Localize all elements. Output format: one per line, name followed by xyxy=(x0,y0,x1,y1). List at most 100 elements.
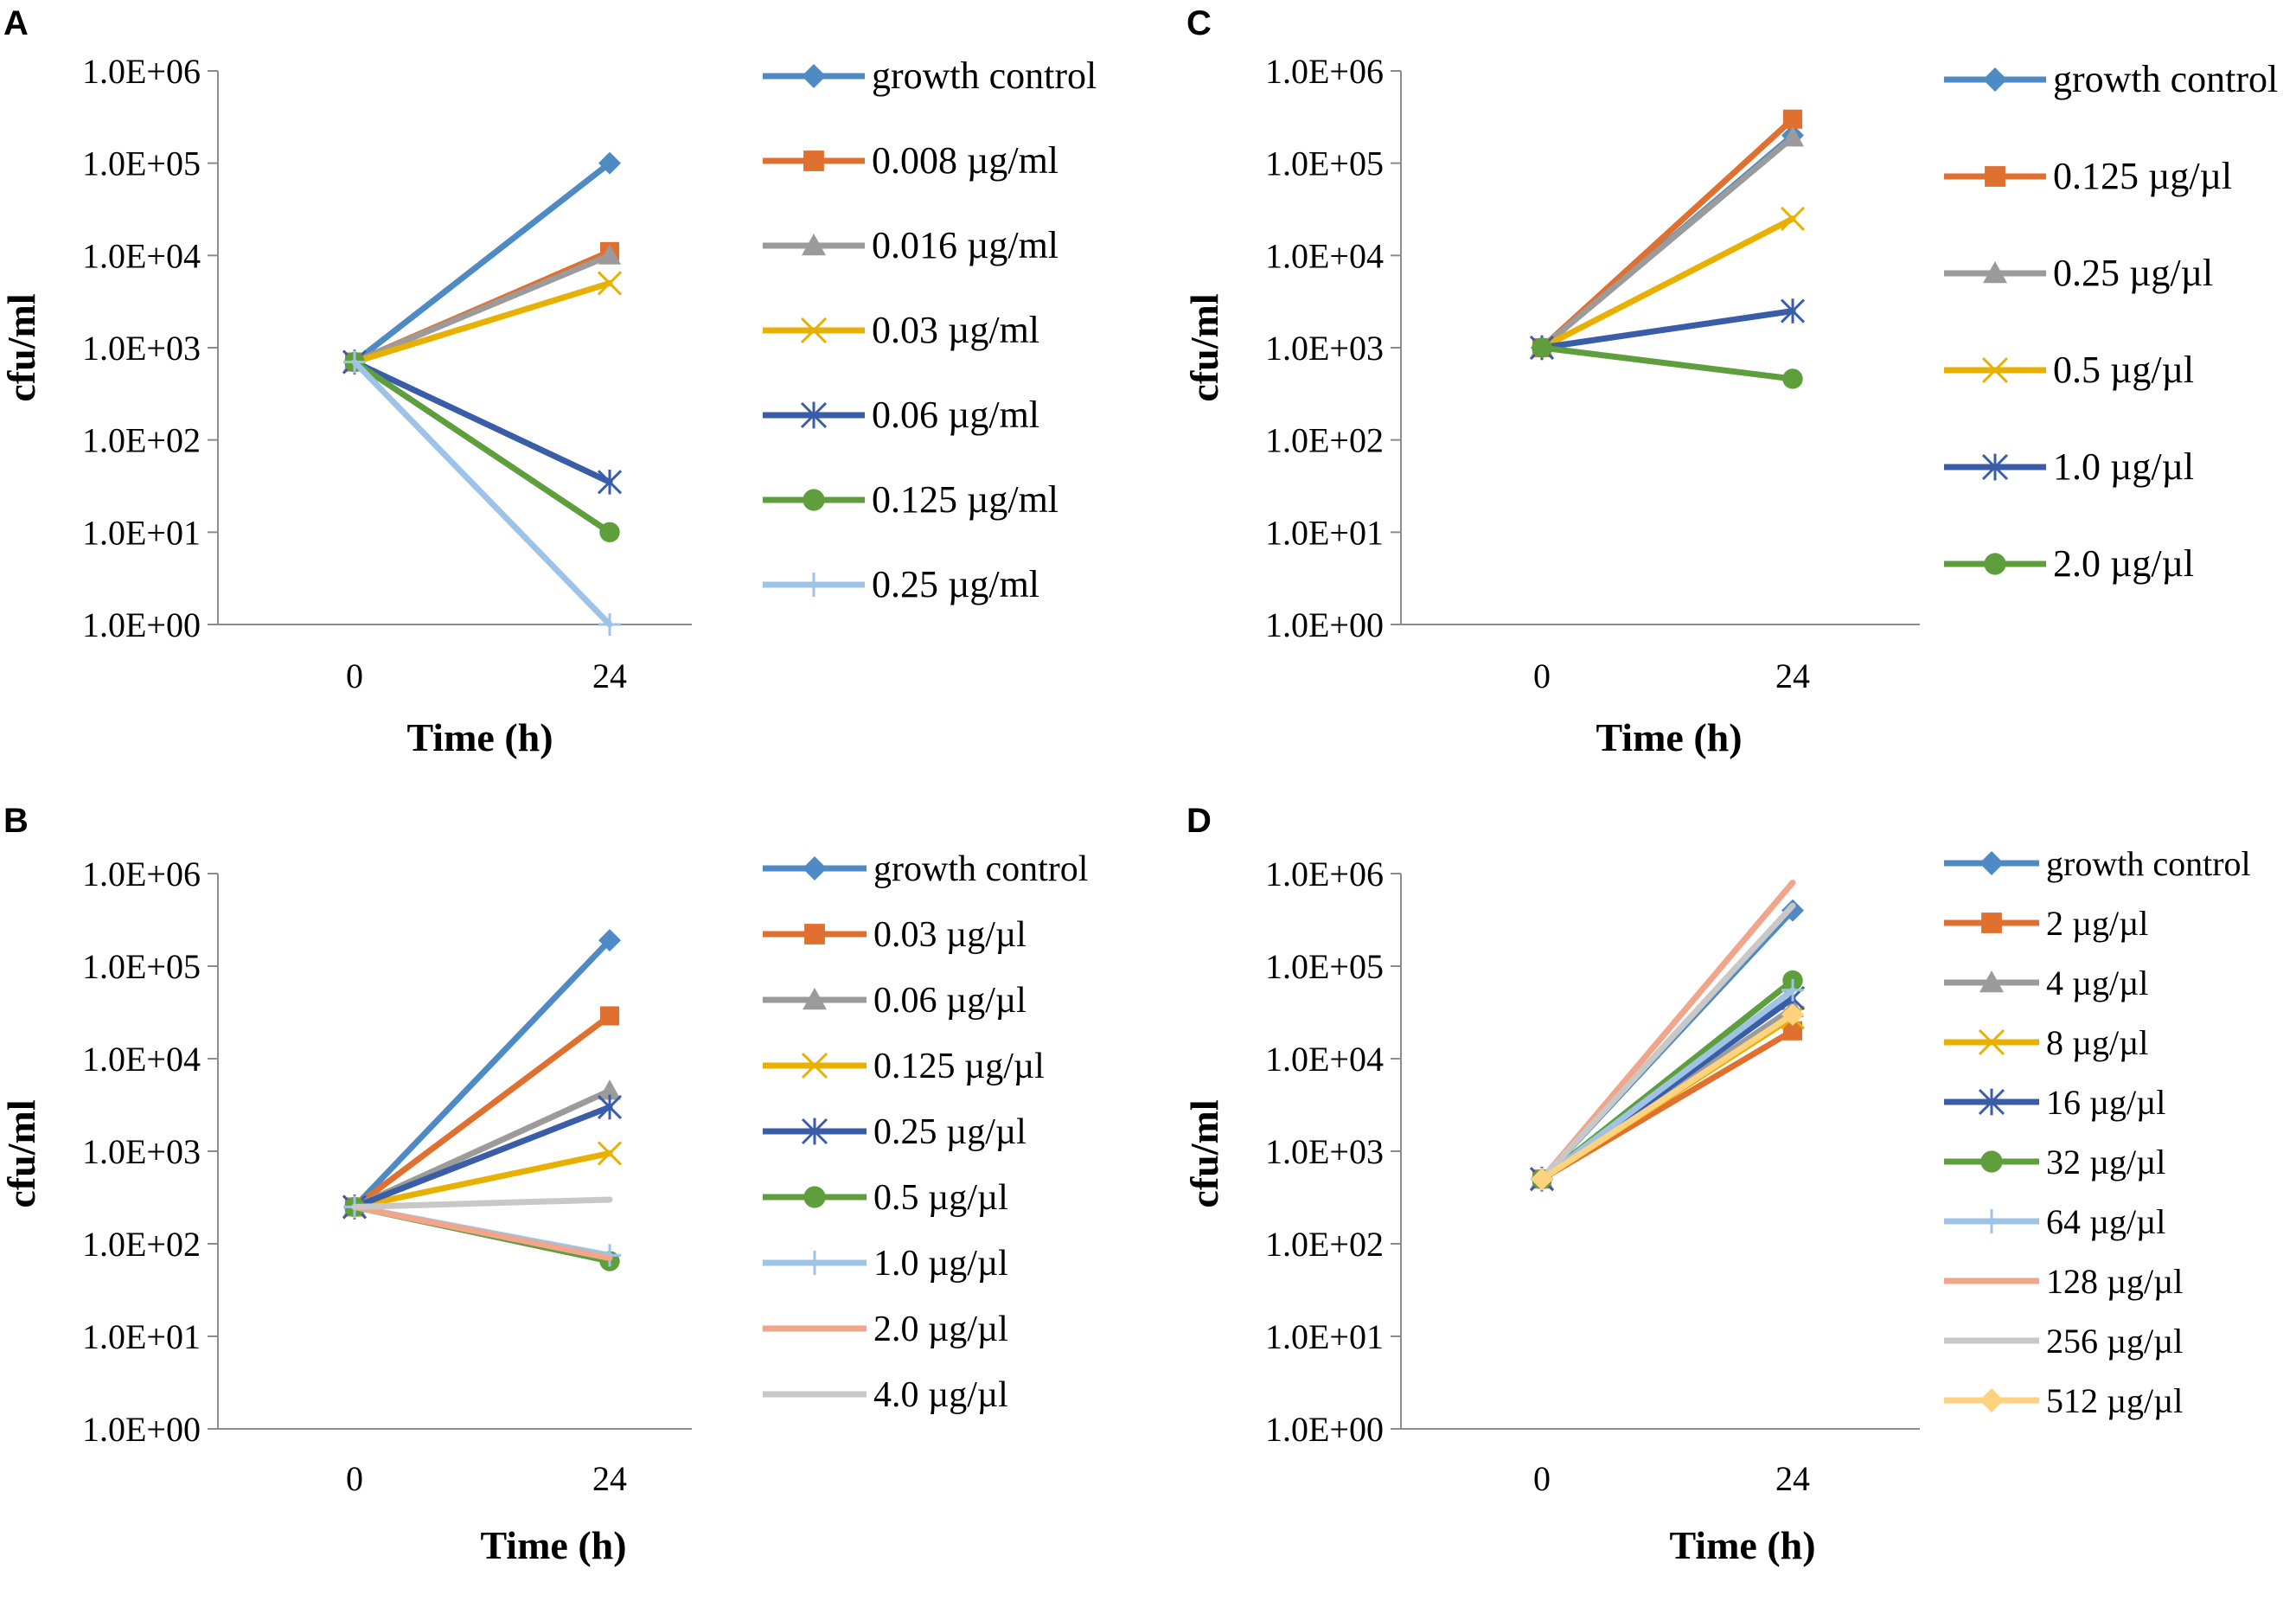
y-tick-label: 1.0E+04 xyxy=(1265,1040,1384,1079)
y-axis-title: cfu/ml xyxy=(0,293,43,401)
legend-item: 2 µg/µl xyxy=(1944,904,2148,943)
legend-marker xyxy=(1983,261,2007,284)
series-6 xyxy=(344,351,620,543)
series-line xyxy=(351,252,613,366)
data-point xyxy=(1531,1168,1553,1191)
legend-label: 0.25 µg/ml xyxy=(872,563,1039,605)
y-tick-label: 1.0E+00 xyxy=(1265,1410,1384,1449)
legend-item: 0.125 µg/µl xyxy=(763,1047,1045,1086)
legend-marker xyxy=(802,64,826,88)
data-point xyxy=(598,244,621,265)
panel-label: D xyxy=(1186,802,1212,840)
legend-label: 1.0 µg/µl xyxy=(2053,445,2194,488)
x-tick-label: 24 xyxy=(592,1459,627,1498)
y-tick-label: 1.0E+06 xyxy=(1265,52,1384,91)
series-line xyxy=(351,160,613,366)
legend-marker xyxy=(802,234,826,256)
legend-marker xyxy=(803,150,824,171)
legend: growth control 0.03 µg/µl 0.06 µg/µl 0.125 … xyxy=(763,849,1088,1415)
legend-item: 1.0 µg/µl xyxy=(1944,445,2194,488)
legend-marker xyxy=(801,1117,828,1145)
y-tick-label: 1.0E+01 xyxy=(82,513,201,552)
legend-label: 0.03 µg/µl xyxy=(873,915,1026,955)
legend-item: 16 µg/µl xyxy=(1944,1083,2165,1122)
data-point xyxy=(1781,1002,1804,1026)
legend-item: 8 µg/µl xyxy=(1944,1023,2148,1062)
legend-item: 256 µg/µl xyxy=(1944,1322,2183,1361)
legend-marker xyxy=(1980,1150,2003,1173)
legend-item: 4.0 µg/µl xyxy=(763,1375,1008,1415)
legend-label: 0.125 µg/µl xyxy=(2053,155,2232,197)
data-point xyxy=(1782,1021,1803,1041)
y-tick-label: 1.0E+05 xyxy=(82,947,201,986)
y-tick-label: 1.0E+04 xyxy=(82,1040,201,1079)
series-line xyxy=(1538,902,1796,1182)
legend-item: 0.03 µg/µl xyxy=(763,915,1026,955)
x-tick-label: 0 xyxy=(1533,1459,1551,1498)
legend-marker xyxy=(801,1052,828,1079)
legend-label: 2.0 µg/µl xyxy=(873,1310,1008,1349)
data-point xyxy=(598,1079,621,1100)
y-tick-label: 1.0E+03 xyxy=(82,1132,201,1171)
legend-label: 1.0 µg/µl xyxy=(873,1244,1008,1284)
legend-label: 0.25 µg/µl xyxy=(873,1112,1026,1152)
legend-label: 0.03 µg/ml xyxy=(872,309,1039,351)
panel-d: D 1.0E+00 1.0E+01 1.0E+02 1.0E+03 1.0E+04 1.0E… xyxy=(1182,802,2251,1567)
x-axis-title: Time (h) xyxy=(480,1523,626,1567)
data-point xyxy=(599,1006,620,1026)
legend-marker xyxy=(1981,913,2002,933)
legend-item: 4 µg/µl xyxy=(1944,964,2148,1002)
legend-label: 0.06 µg/µl xyxy=(873,981,1026,1021)
legend-label: growth control xyxy=(872,54,1097,97)
legend-label: 2.0 µg/µl xyxy=(2053,542,2194,585)
y-tick-label: 1.0E+04 xyxy=(1265,236,1384,275)
y-tick-label: 1.0E+01 xyxy=(1265,513,1384,552)
legend-label: 0.008 µg/ml xyxy=(872,139,1058,182)
y-axis-title: cfu/ml xyxy=(0,1099,43,1207)
legend-item: 0.125 µg/µl xyxy=(1944,155,2232,197)
series-line xyxy=(351,937,613,1210)
legend: growth control 0.125 µg/µl 0.25 µg/µl 0.5 µ… xyxy=(1944,58,2278,585)
y-tick-label: 1.0E+02 xyxy=(82,1225,201,1264)
y-tick-label: 1.0E+02 xyxy=(1265,1225,1384,1264)
legend-label: 16 µg/µl xyxy=(2046,1083,2165,1122)
legend-marker xyxy=(1979,1388,2004,1412)
legend-item: 2.0 µg/µl xyxy=(763,1310,1008,1349)
legend-item: 0.06 µg/µl xyxy=(763,981,1026,1021)
legend-marker xyxy=(803,856,827,881)
legend-item: 0.25 µg/ml xyxy=(763,563,1039,605)
legend-item: growth control xyxy=(763,849,1088,889)
series-8 xyxy=(351,1203,613,1262)
series-line xyxy=(351,359,613,485)
y-tick-label: 1.0E+03 xyxy=(1265,329,1384,368)
legend-item: growth control xyxy=(1944,58,2278,100)
data-point xyxy=(599,522,620,543)
legend-item: 0.008 µg/ml xyxy=(763,139,1058,182)
x-axis-title: Time (h) xyxy=(406,715,553,759)
data-point xyxy=(597,271,623,296)
legend-item: 0.125 µg/ml xyxy=(763,478,1058,521)
panel-c: C 1.0E+00 1.0E+01 1.0E+02 1.0E+03 1.0E+04 1.0E… xyxy=(1182,4,2278,759)
legend-label: 32 µg/µl xyxy=(2046,1143,2165,1182)
panel-b: B 1.0E+00 1.0E+01 1.0E+02 1.0E+03 1.0E+04 1.0E… xyxy=(0,802,1088,1567)
legend-label: 0.25 µg/µl xyxy=(2053,252,2213,294)
legend-item: 64 µg/µl xyxy=(1944,1202,2165,1241)
data-point xyxy=(343,350,366,374)
legend-label: 128 µg/µl xyxy=(2046,1262,2183,1301)
legend-label: 64 µg/µl xyxy=(2046,1202,2165,1241)
data-point xyxy=(1780,206,1806,231)
y-tick-label: 1.0E+05 xyxy=(82,144,201,183)
legend-item: 0.5 µg/µl xyxy=(1944,349,2194,391)
legend-label: 0.5 µg/µl xyxy=(873,1178,1008,1218)
panel-a: A 1.0E+00 1.0E+01 1.0E+02 1.0E+03 1.0E+04 1.0E… xyxy=(0,4,1097,759)
y-tick-label: 1.0E+00 xyxy=(82,605,201,644)
legend-item: 1.0 µg/µl xyxy=(763,1244,1008,1284)
data-point xyxy=(597,469,623,495)
series-2 xyxy=(344,1006,620,1217)
legend-label: 256 µg/µl xyxy=(2046,1322,2183,1361)
legend-marker xyxy=(1985,166,2005,187)
legend-label: 0.016 µg/ml xyxy=(872,224,1058,266)
legend-label: 512 µg/µl xyxy=(2046,1381,2183,1420)
data-point xyxy=(1782,368,1803,389)
